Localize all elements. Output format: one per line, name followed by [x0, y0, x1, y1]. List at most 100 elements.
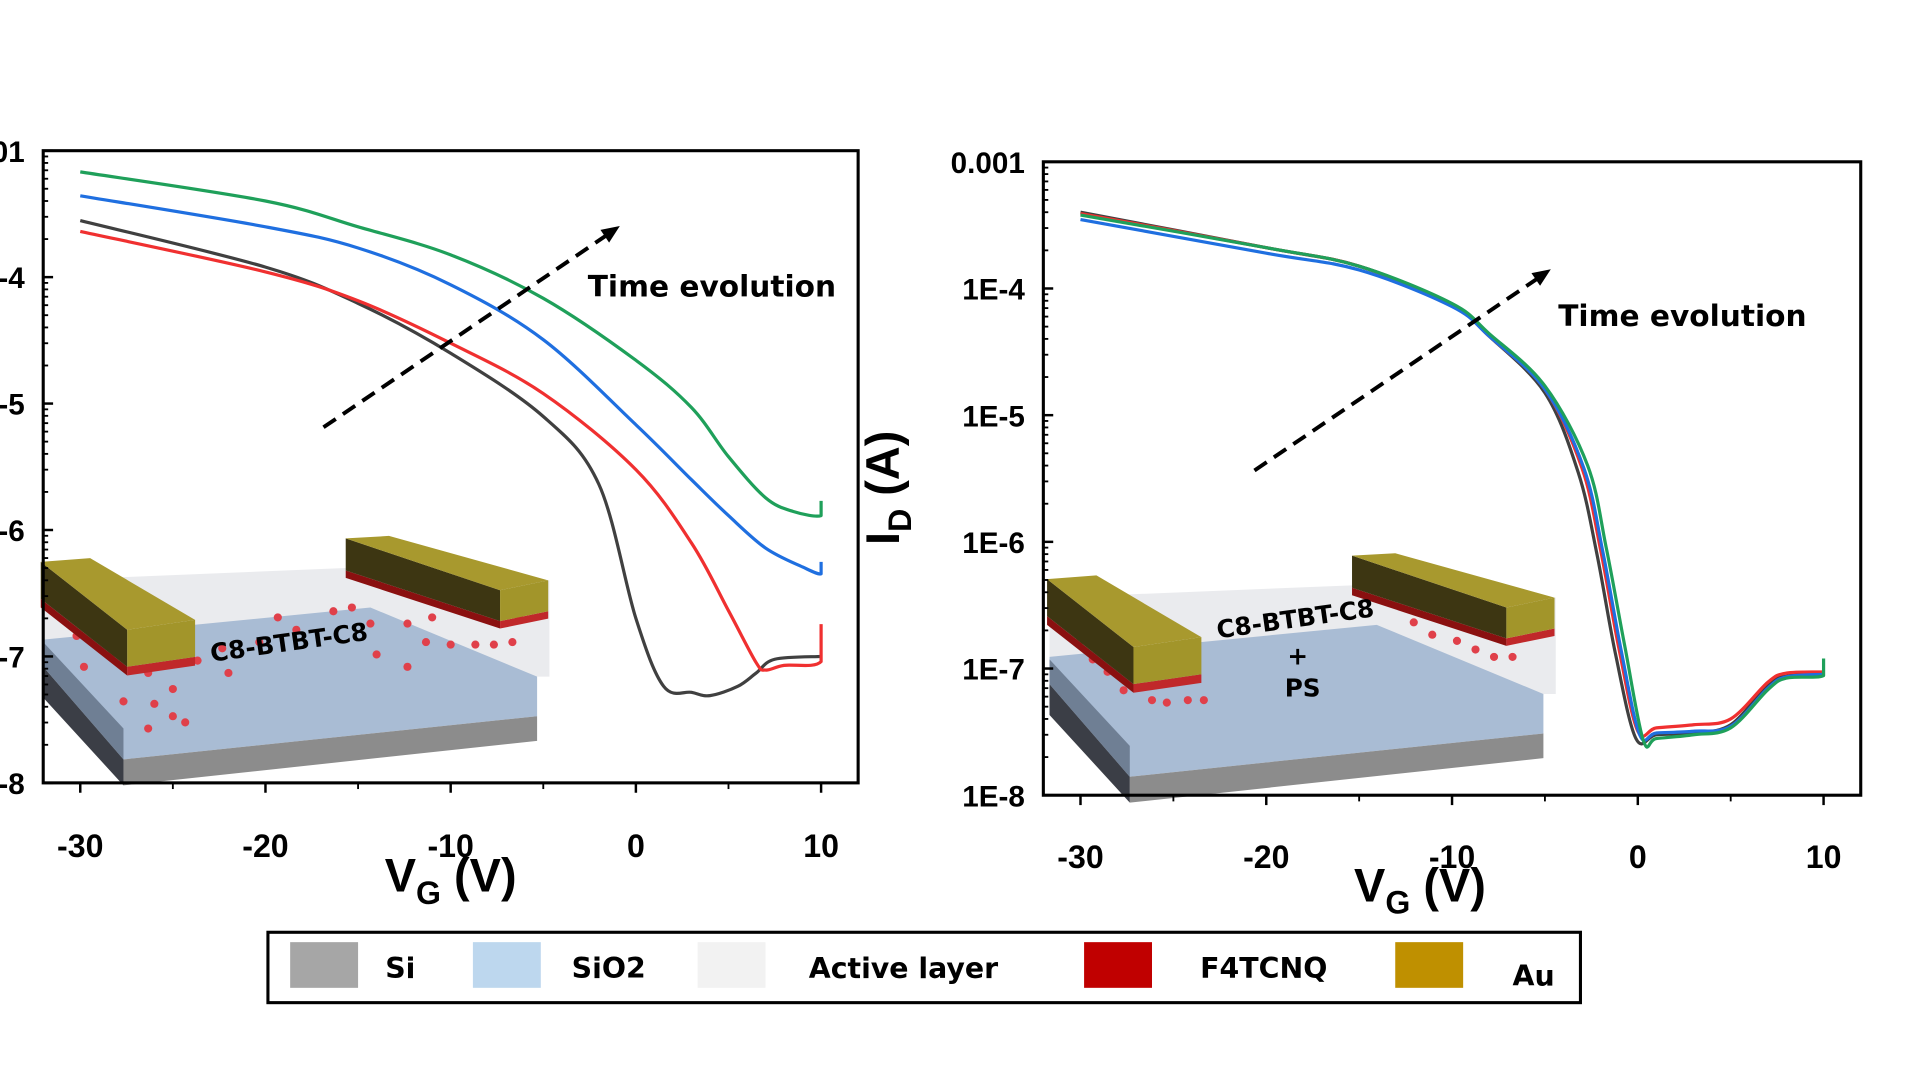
series-line-3 [80, 170, 823, 518]
au-electrode-right-side [345, 538, 501, 622]
device-schematic-inset: C8-BTBT-C8+PS [1047, 553, 1556, 803]
f4tcnq-dopant-dot [1489, 652, 1499, 662]
f4tcnq-layer-left-front [1133, 674, 1202, 693]
au-electrode-right-front [500, 580, 549, 622]
si-layer-front [123, 716, 538, 786]
f4tcnq-dopant-dot [255, 638, 264, 647]
legend-swatch-f4tcnq [1084, 942, 1152, 988]
f4tcnq-dopant-dot [1452, 636, 1462, 645]
si-layer-front [1129, 733, 1544, 803]
y-tick-label: 1E-4 [962, 274, 1025, 307]
y-tick-label: 1E-8 [962, 780, 1025, 813]
sio2-layer-side [1049, 659, 1130, 777]
f4tcnq-dopant-dot [372, 650, 381, 659]
f4tcnq-dopant-dot [119, 697, 128, 706]
inset-plus-label: + [1287, 641, 1308, 670]
f4tcnq-dopant-dot [1199, 696, 1208, 705]
f4tcnq-dopant-dot [403, 619, 412, 628]
right-time-evolution-label: Time evolution [1558, 298, 1806, 333]
y-tick-label: 1E-5 [962, 400, 1025, 433]
f4tcnq-dopant-dot [428, 613, 437, 622]
legend-swatch-si [290, 942, 359, 988]
f4tcnq-dopant-dot [1428, 630, 1437, 639]
left-transfer-chart: C8-BTBT-C8 01 -4 -5 -6 -7 -8 -30 -20 -10 0 10 [0, 136, 860, 864]
au-electrode-right-front [1506, 597, 1555, 639]
y-tick-label: -7 [0, 642, 25, 675]
x-tick-label: 10 [803, 828, 839, 864]
f4tcnq-layer-right-side [345, 570, 501, 629]
f4tcnq-dopant-dot [224, 668, 233, 678]
y-tick-label: -4 [0, 262, 25, 295]
device-schematic-inset: C8-BTBT-C8 [40, 535, 550, 786]
legend-swatch-active-layer [697, 942, 766, 988]
au-electrode-right-side [1352, 555, 1507, 639]
y-tick-label: 1E-7 [962, 654, 1025, 687]
au-electrode-left-top [1047, 575, 1202, 648]
series-line-1 [79, 229, 823, 672]
f4tcnq-dopant-dot [1471, 645, 1480, 654]
f4tcnq-layer-left-side [1047, 616, 1134, 693]
left-x-axis-label: VG (V) [385, 850, 517, 911]
si-layer-side [1049, 684, 1130, 803]
y-tick-label: -8 [0, 768, 25, 801]
x-tick-label: -30 [57, 828, 103, 864]
si-layer-side [43, 666, 124, 786]
f4tcnq-dopant-dot [421, 638, 431, 647]
series-line-3 [1080, 213, 1826, 749]
legend-label: Si [385, 952, 415, 985]
y-tick-label: -6 [0, 515, 25, 548]
time-evolution-arrow-shaft [1253, 276, 1540, 473]
au-electrode-left-side [1047, 579, 1134, 685]
f4tcnq-dopant-dot [79, 662, 89, 671]
f4tcnq-dopant-dot [446, 640, 455, 649]
f4tcnq-dopant-dot [489, 640, 498, 649]
legend-swatch-au [1395, 942, 1464, 988]
f4tcnq-dopant-dot [347, 603, 356, 612]
left-time-evolution-label: Time evolution [588, 268, 836, 303]
f4tcnq-dopant-dot [168, 684, 177, 694]
series-line-2 [79, 194, 823, 576]
f4tcnq-dopant-dot [366, 619, 375, 628]
legend-swatch-sio2 [472, 942, 541, 988]
right-x-axis-label: VG (V) [1354, 859, 1486, 920]
x-tick-label: 0 [1629, 839, 1647, 875]
y-tick-label: 1E-6 [962, 527, 1025, 560]
f4tcnq-dopant-dot [329, 607, 338, 616]
f4tcnq-dopant-dot [1119, 686, 1128, 695]
x-tick-label: -20 [1243, 839, 1289, 875]
au-electrode-right-top [1352, 553, 1555, 608]
f4tcnq-dopant-dot [471, 640, 480, 649]
x-tick-label: -10 [427, 828, 473, 864]
y-tick-label: 01 [0, 136, 25, 169]
inset-ps-label: PS [1285, 673, 1321, 702]
au-electrode-left-front [1133, 637, 1202, 685]
x-tick-label: -30 [1057, 839, 1103, 875]
right-y-axis-label: ID (A) [857, 431, 918, 545]
time-evolution-arrow-shaft [322, 233, 609, 429]
f4tcnq-layer-left-front [127, 656, 196, 676]
f4tcnq-dopant-dot [1409, 618, 1418, 627]
au-electrode-left-front [127, 619, 196, 667]
x-tick-label: 10 [1806, 839, 1842, 875]
f4tcnq-dopant-dot [273, 613, 282, 622]
au-electrode-left-top [40, 558, 196, 630]
f4tcnq-dopant-dot [150, 699, 159, 708]
y-tick-label: 0.001 [951, 147, 1025, 180]
f4tcnq-layer-right-front [1506, 628, 1555, 646]
au-electrode-right-top [345, 535, 549, 591]
time-evolution-arrow-head [1531, 269, 1551, 286]
f4tcnq-dopant-dot [218, 644, 227, 653]
legend: Si SiO2 Active layer F4TCNQ Au [266, 930, 1582, 1005]
x-tick-label: -20 [242, 828, 288, 864]
right-transfer-chart: C8-BTBT-C8+PS0.0011E-41E-51E-61E-71E-8-3… [951, 147, 1863, 875]
f4tcnq-dopant-dot [1508, 652, 1517, 662]
legend-label: SiO2 [572, 952, 646, 985]
f4tcnq-dopant-dot [181, 718, 190, 727]
f4tcnq-dopant-dot [1147, 696, 1157, 705]
f4tcnq-layer-right-side [1352, 587, 1507, 646]
y-tick-label: -5 [0, 389, 25, 422]
f4tcnq-dopant-dot [292, 625, 301, 634]
f4tcnq-dopant-dot [193, 656, 202, 665]
f4tcnq-dopant-dot [1162, 698, 1171, 707]
